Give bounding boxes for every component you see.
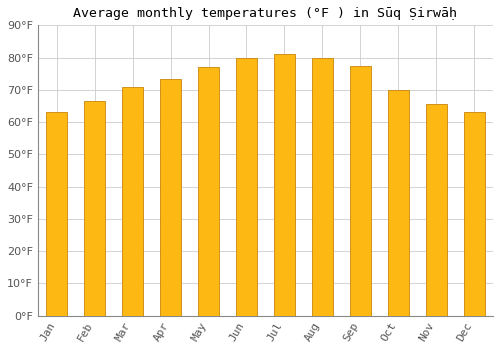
Bar bbox=[236, 57, 257, 316]
Bar bbox=[464, 112, 484, 316]
Bar bbox=[84, 101, 105, 316]
Bar bbox=[350, 65, 370, 316]
Bar bbox=[160, 78, 181, 316]
Bar bbox=[312, 57, 333, 316]
Bar bbox=[274, 54, 295, 316]
Bar bbox=[122, 86, 143, 316]
Bar bbox=[46, 112, 67, 316]
Title: Average monthly temperatures (°F ) in Sūq Ṣirwāḥ: Average monthly temperatures (°F ) in Sū… bbox=[74, 7, 458, 20]
Bar bbox=[198, 67, 219, 316]
Bar bbox=[388, 90, 408, 316]
Bar bbox=[426, 104, 446, 316]
